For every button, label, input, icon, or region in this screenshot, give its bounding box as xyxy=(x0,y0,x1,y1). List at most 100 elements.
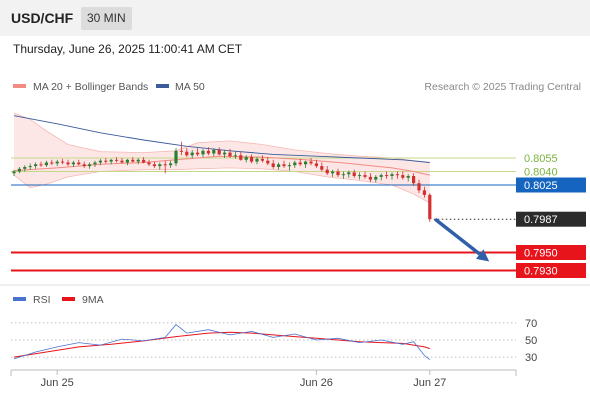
candle-body xyxy=(287,165,291,167)
support-level-tag xyxy=(516,263,586,278)
candle-body xyxy=(82,164,86,167)
candle-body xyxy=(250,157,254,162)
candle-body xyxy=(244,157,248,160)
candle-body xyxy=(217,149,221,155)
forecast-arrow-head xyxy=(476,249,490,262)
candle-body xyxy=(422,190,426,195)
candle-body xyxy=(282,164,286,167)
candle-body xyxy=(142,159,146,163)
x-axis-tick-label: Jun 25 xyxy=(41,377,74,389)
candle-body xyxy=(390,174,394,176)
candle-body xyxy=(417,183,421,191)
candles xyxy=(12,141,432,222)
rsi-legend-label: RSI xyxy=(33,294,51,306)
candle-body xyxy=(304,161,308,165)
price-legend: MA 20 + Bollinger Bands MA 50 Research ©… xyxy=(13,81,581,93)
candle-body xyxy=(341,174,345,176)
candle-body xyxy=(66,162,70,165)
candle-body xyxy=(309,161,313,164)
candle-body xyxy=(401,175,405,178)
resistance-level-label: 0.8040 xyxy=(524,167,558,179)
last-price-tag xyxy=(516,211,586,227)
candle-body xyxy=(347,172,351,175)
candle-body xyxy=(131,159,135,162)
candle-body xyxy=(271,163,275,167)
candle-body xyxy=(395,174,399,176)
candle-body xyxy=(120,160,124,163)
bollinger-lower-line xyxy=(13,167,430,204)
rsi-grid: 70 50 30 xyxy=(11,318,537,364)
support-level-tag xyxy=(516,245,586,260)
candle-body xyxy=(28,166,32,168)
support-level-label: 0.7950 xyxy=(524,248,558,260)
symbol-title: USD/CHF xyxy=(11,10,74,26)
forecast-arrow xyxy=(434,217,490,262)
candle-body xyxy=(98,160,102,163)
candle-body xyxy=(104,160,108,162)
candle-body xyxy=(190,152,194,156)
interval-button[interactable]: 30 MIN xyxy=(81,7,132,30)
pivot-level-label: 0.8025 xyxy=(524,180,558,192)
candle-body xyxy=(260,158,264,161)
candle-body xyxy=(320,166,324,170)
candle-body xyxy=(185,151,189,156)
ma50-legend-label: MA 50 xyxy=(175,81,205,93)
rsi-line xyxy=(13,324,431,361)
candle-body xyxy=(50,162,54,164)
candle-body xyxy=(363,175,367,177)
rsi-ma-legend-swatch xyxy=(62,297,75,301)
support-level-label: 0.7930 xyxy=(524,266,558,278)
candle-body xyxy=(368,176,372,180)
ma20-legend-swatch xyxy=(13,84,26,88)
candle-body xyxy=(277,164,281,167)
rsi-ma-legend-label: 9MA xyxy=(82,294,104,306)
candle-body xyxy=(293,162,297,166)
candle-body xyxy=(223,152,227,155)
candle-body xyxy=(379,175,383,177)
forecast-arrow-shaft xyxy=(434,217,481,256)
candle-body xyxy=(331,171,335,174)
candle-body xyxy=(17,168,21,172)
candle-body xyxy=(34,164,38,167)
last-price-label: 0.7987 xyxy=(524,214,558,226)
candle-body xyxy=(233,155,237,157)
rsi-tick-label: 50 xyxy=(525,335,537,347)
candle-body xyxy=(206,150,210,154)
candle-body xyxy=(298,162,302,165)
candle-body xyxy=(266,160,270,164)
candle-body xyxy=(358,175,362,177)
candle-body xyxy=(174,150,178,164)
candle-body xyxy=(179,150,183,152)
rsi-tick-label: 30 xyxy=(525,352,537,364)
candle-body xyxy=(201,150,205,155)
candle-body xyxy=(125,159,129,163)
candle-body xyxy=(325,169,329,174)
candle-body xyxy=(23,167,27,169)
candle-body xyxy=(196,152,200,155)
candle-body xyxy=(39,164,43,166)
candle-body xyxy=(374,176,378,180)
bollinger-upper-line xyxy=(13,112,430,163)
source-credit: Research © 2025 Trading Central xyxy=(424,81,581,93)
x-axis-tick-label: Jun 27 xyxy=(413,377,446,389)
candle-body xyxy=(55,161,59,164)
x-axis: Jun 25 Jun 26 Jun 27 xyxy=(10,369,517,389)
candle-body xyxy=(406,176,410,178)
candle-body xyxy=(239,155,243,160)
x-axis-ticks: Jun 25 Jun 26 Jun 27 xyxy=(41,370,446,389)
candle-body xyxy=(88,164,92,167)
candle-body xyxy=(314,163,318,167)
candle-body xyxy=(428,194,432,220)
candle-body xyxy=(255,158,259,162)
rsi-ma-line xyxy=(13,331,430,358)
candle-body xyxy=(115,159,119,161)
ma20-legend-label: MA 20 + Bollinger Bands xyxy=(33,81,148,93)
candle-body xyxy=(212,149,216,154)
chart-header: USD/CHF 30 MIN xyxy=(0,0,590,36)
candle-body xyxy=(385,175,389,177)
candle-body xyxy=(152,164,156,167)
